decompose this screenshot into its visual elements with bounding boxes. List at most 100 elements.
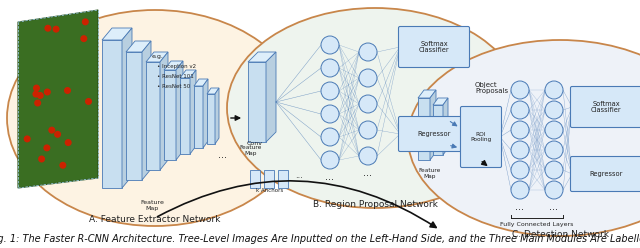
- Ellipse shape: [7, 10, 303, 226]
- Polygon shape: [207, 94, 215, 144]
- Polygon shape: [248, 62, 266, 142]
- Polygon shape: [126, 41, 151, 52]
- Circle shape: [359, 121, 377, 139]
- Circle shape: [321, 128, 339, 146]
- Text: Softmax
Classifier: Softmax Classifier: [419, 40, 449, 54]
- Polygon shape: [146, 62, 160, 170]
- Text: C. Detection Network: C. Detection Network: [511, 230, 609, 239]
- Ellipse shape: [227, 8, 523, 208]
- Polygon shape: [102, 28, 132, 40]
- Text: Fig. 1: The Faster R-CNN Architecture. Tree-Level Images Are Inputted on the Lef: Fig. 1: The Faster R-CNN Architecture. T…: [0, 234, 640, 244]
- Polygon shape: [266, 52, 276, 142]
- Polygon shape: [180, 78, 190, 154]
- Circle shape: [321, 105, 339, 123]
- Circle shape: [81, 35, 87, 42]
- Polygon shape: [418, 98, 430, 160]
- Circle shape: [34, 99, 41, 106]
- Bar: [250, 170, 260, 188]
- Polygon shape: [203, 79, 208, 148]
- Text: • ResNet 101: • ResNet 101: [157, 74, 194, 79]
- Polygon shape: [248, 52, 276, 62]
- Ellipse shape: [408, 40, 640, 236]
- Circle shape: [54, 131, 61, 138]
- Circle shape: [33, 91, 40, 97]
- Circle shape: [511, 121, 529, 139]
- Circle shape: [24, 135, 31, 142]
- Circle shape: [33, 85, 40, 92]
- Polygon shape: [142, 41, 151, 180]
- Polygon shape: [443, 98, 448, 155]
- Polygon shape: [433, 98, 448, 105]
- Text: ...: ...: [550, 202, 559, 212]
- Circle shape: [359, 95, 377, 113]
- Polygon shape: [122, 28, 132, 188]
- FancyBboxPatch shape: [399, 27, 470, 67]
- Text: ...: ...: [295, 171, 303, 180]
- Polygon shape: [164, 70, 176, 160]
- Text: Feature
Map: Feature Map: [419, 168, 441, 179]
- Circle shape: [359, 43, 377, 61]
- Circle shape: [44, 144, 51, 151]
- Circle shape: [321, 151, 339, 169]
- Circle shape: [545, 141, 563, 159]
- Circle shape: [82, 18, 89, 25]
- Circle shape: [64, 87, 71, 94]
- Polygon shape: [207, 88, 219, 94]
- Circle shape: [44, 25, 51, 32]
- Polygon shape: [176, 61, 183, 160]
- Text: ROI
Pooling: ROI Pooling: [470, 132, 492, 142]
- Circle shape: [545, 81, 563, 99]
- FancyBboxPatch shape: [399, 117, 470, 152]
- Text: Fully Connected Layers: Fully Connected Layers: [500, 222, 573, 227]
- Text: Regressor: Regressor: [417, 131, 451, 137]
- Text: e.g.: e.g.: [152, 54, 164, 59]
- Text: Regressor: Regressor: [589, 171, 623, 177]
- Text: ...: ...: [326, 172, 335, 182]
- Text: ...: ...: [515, 202, 525, 212]
- Polygon shape: [194, 79, 208, 86]
- Polygon shape: [194, 86, 203, 148]
- Text: k Anchors: k Anchors: [257, 188, 284, 193]
- Circle shape: [321, 36, 339, 54]
- Text: • Inception v2: • Inception v2: [157, 64, 196, 69]
- Circle shape: [321, 82, 339, 100]
- Polygon shape: [433, 105, 443, 155]
- Polygon shape: [180, 70, 196, 78]
- Circle shape: [52, 26, 60, 33]
- Circle shape: [511, 161, 529, 179]
- Circle shape: [85, 98, 92, 105]
- Text: B. Region Proposal Network: B. Region Proposal Network: [312, 200, 437, 209]
- Text: A. Feature Extractor Network: A. Feature Extractor Network: [90, 215, 221, 224]
- Circle shape: [545, 101, 563, 119]
- Circle shape: [36, 92, 44, 99]
- Text: Softmax
Classifier: Softmax Classifier: [591, 100, 621, 114]
- Polygon shape: [160, 52, 168, 170]
- Circle shape: [359, 69, 377, 87]
- FancyBboxPatch shape: [461, 106, 502, 167]
- Polygon shape: [418, 90, 436, 98]
- Circle shape: [44, 89, 51, 95]
- Circle shape: [359, 147, 377, 165]
- FancyBboxPatch shape: [570, 87, 640, 127]
- Polygon shape: [215, 88, 219, 144]
- FancyArrowPatch shape: [157, 181, 436, 227]
- Circle shape: [38, 155, 45, 162]
- Circle shape: [60, 162, 67, 169]
- Text: Conv: Conv: [247, 141, 263, 146]
- Polygon shape: [190, 70, 196, 154]
- Text: Feature
Map: Feature Map: [140, 200, 164, 211]
- Circle shape: [321, 59, 339, 77]
- Circle shape: [48, 127, 55, 134]
- FancyBboxPatch shape: [570, 156, 640, 191]
- Circle shape: [511, 101, 529, 119]
- Text: Object
Proposals: Object Proposals: [475, 82, 508, 94]
- Text: Feature
Map: Feature Map: [240, 145, 262, 156]
- Circle shape: [545, 121, 563, 139]
- Circle shape: [545, 161, 563, 179]
- Polygon shape: [430, 90, 436, 160]
- Bar: [278, 170, 288, 188]
- Text: • ResNet 50: • ResNet 50: [157, 84, 190, 89]
- Circle shape: [511, 181, 529, 199]
- Polygon shape: [102, 40, 122, 188]
- Circle shape: [511, 81, 529, 99]
